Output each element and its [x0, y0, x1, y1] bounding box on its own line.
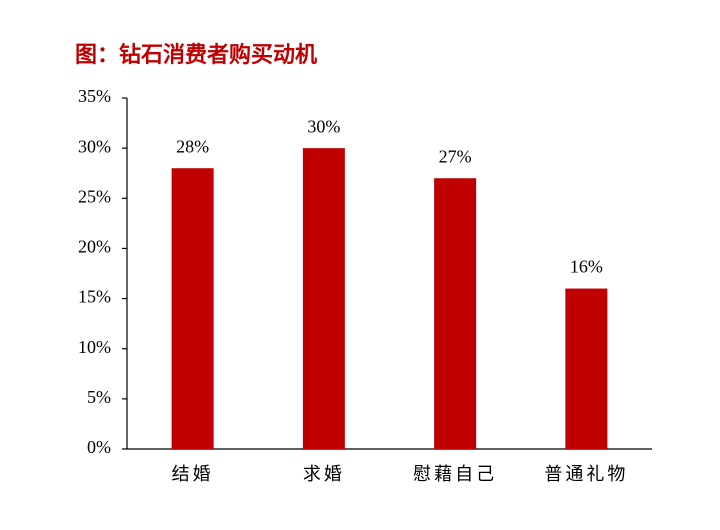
chart-title: 图：钻石消费者购买动机: [75, 42, 317, 68]
bar: [434, 178, 477, 449]
y-tick-label: 5%: [87, 387, 111, 407]
x-tick-label: 慰藉自己: [413, 464, 497, 484]
x-tick-label: 求婚: [303, 464, 345, 484]
value-label: 28%: [176, 136, 209, 156]
value-label: 30%: [307, 116, 340, 136]
y-tick-label: 10%: [78, 337, 111, 357]
y-tick-label: 15%: [78, 287, 111, 307]
value-label: 27%: [439, 146, 472, 166]
value-label: 16%: [570, 257, 603, 277]
bar: [302, 148, 345, 449]
y-tick-label: 35%: [78, 86, 111, 106]
y-tick-label: 20%: [78, 237, 111, 257]
x-tick-label: 结婚: [172, 464, 214, 484]
y-tick-label: 30%: [78, 136, 111, 156]
y-tick-label: 25%: [78, 186, 111, 206]
y-tick-label: 0%: [87, 437, 111, 457]
x-tick-label: 普通礼物: [544, 464, 628, 484]
bar: [171, 168, 214, 449]
bar: [565, 288, 608, 449]
